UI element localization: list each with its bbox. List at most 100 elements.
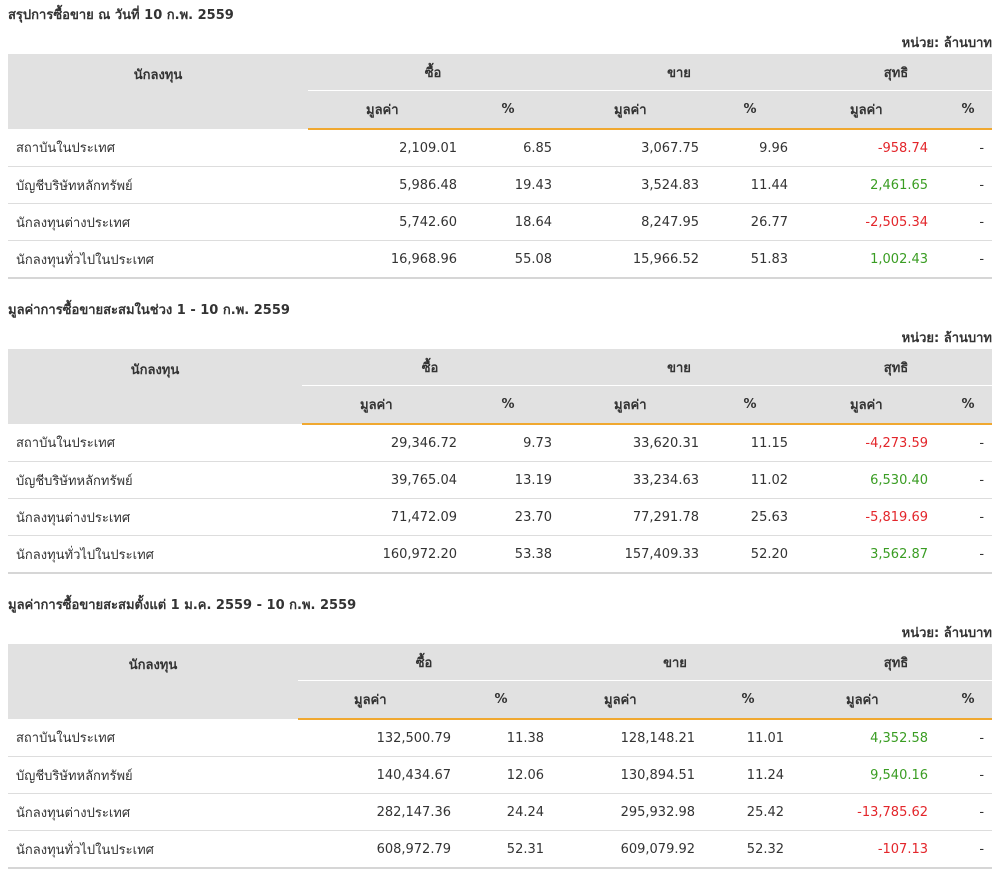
header-buy-percent: % — [452, 680, 551, 720]
net-value: 9,540.16 — [800, 756, 945, 794]
investor-name: นักลงทุนทั่วไปในประเทศ — [8, 830, 298, 869]
net-percent: - — [944, 129, 993, 167]
net-value: 3,562.87 — [800, 535, 945, 574]
table-row: นักลงทุนต่างประเทศ 5,742.60 18.64 8,247.… — [8, 203, 993, 241]
table-row: สถาบันในประเทศ 2,109.01 6.85 3,067.75 9.… — [8, 129, 993, 167]
sell-value: 609,079.92 — [550, 830, 697, 869]
sell-percent: 11.24 — [696, 756, 801, 794]
net-percent: - — [944, 498, 993, 536]
header-buy: ซื้อ — [308, 54, 559, 91]
buy-value: 282,147.36 — [298, 793, 452, 831]
sell-percent: 51.83 — [700, 240, 801, 279]
sell-value: 157,409.33 — [558, 535, 701, 574]
buy-percent: 12.06 — [452, 756, 551, 794]
header-net: สุทธิ — [800, 54, 993, 91]
investor-name: นักลงทุนต่างประเทศ — [8, 498, 302, 536]
page: สรุปการซื้อขาย ณ วันที่ 10 ก.พ. 2559 หน่… — [0, 6, 1000, 869]
buy-percent: 52.31 — [452, 830, 551, 869]
net-value: 6,530.40 — [800, 461, 945, 499]
buy-value: 5,986.48 — [308, 166, 458, 204]
net-percent: - — [944, 424, 993, 462]
investor-name: บัญชีบริษัทหลักทรัพย์ — [8, 166, 308, 204]
header-net: สุทธิ — [800, 349, 993, 386]
table-row: นักลงทุนต่างประเทศ 71,472.09 23.70 77,29… — [8, 498, 993, 536]
section-title: มูลค่าการซื้อขายสะสมตั้งแต่ 1 ม.ค. 2559 … — [8, 598, 357, 613]
buy-percent: 9.73 — [458, 424, 559, 462]
section-title: สรุปการซื้อขาย ณ วันที่ 10 ก.พ. 2559 — [8, 8, 234, 23]
table-row: นักลงทุนทั่วไปในประเทศ 608,972.79 52.31 … — [8, 830, 993, 869]
investor-name: สถาบันในประเทศ — [8, 129, 308, 167]
table-row: นักลงทุนต่างประเทศ 282,147.36 24.24 295,… — [8, 793, 993, 831]
buy-percent: 19.43 — [458, 166, 559, 204]
header-sell: ขาย — [550, 644, 801, 681]
investor-name: นักลงทุนต่างประเทศ — [8, 793, 298, 831]
header-sell-value: มูลค่า — [558, 385, 701, 425]
section-title: มูลค่าการซื้อขายสะสมในช่วง 1 - 10 ก.พ. 2… — [8, 303, 290, 318]
sell-percent: 11.15 — [700, 424, 801, 462]
net-value: 2,461.65 — [800, 166, 945, 204]
sell-percent: 25.42 — [696, 793, 801, 831]
buy-percent: 13.19 — [458, 461, 559, 499]
sell-percent: 52.32 — [696, 830, 801, 869]
sell-percent: 25.63 — [700, 498, 801, 536]
buy-value: 5,742.60 — [308, 203, 458, 241]
buy-percent: 24.24 — [452, 793, 551, 831]
header-buy-percent: % — [458, 90, 559, 130]
buy-percent: 55.08 — [458, 240, 559, 279]
buy-value: 160,972.20 — [302, 535, 458, 574]
buy-percent: 6.85 — [458, 129, 559, 167]
table-row: บัญชีบริษัทหลักทรัพย์ 5,986.48 19.43 3,5… — [8, 166, 993, 204]
buy-value: 16,968.96 — [308, 240, 458, 279]
net-percent: - — [944, 719, 993, 757]
buy-value: 71,472.09 — [302, 498, 458, 536]
buy-value: 29,346.72 — [302, 424, 458, 462]
net-percent: - — [944, 166, 993, 204]
buy-percent: 23.70 — [458, 498, 559, 536]
sell-value: 33,234.63 — [558, 461, 701, 499]
header-sell-value: มูลค่า — [550, 680, 697, 720]
header-sell-percent: % — [700, 90, 801, 130]
net-value: -958.74 — [800, 129, 945, 167]
buy-percent: 11.38 — [452, 719, 551, 757]
sell-value: 8,247.95 — [558, 203, 701, 241]
header-sell-percent: % — [700, 385, 801, 425]
net-value: -2,505.34 — [800, 203, 945, 241]
table-row: สถาบันในประเทศ 29,346.72 9.73 33,620.31 … — [8, 424, 993, 462]
net-value: -13,785.62 — [800, 793, 945, 831]
section-month-to-date: มูลค่าการซื้อขายสะสมในช่วง 1 - 10 ก.พ. 2… — [8, 301, 993, 574]
sell-value: 128,148.21 — [550, 719, 697, 757]
sell-percent: 11.02 — [700, 461, 801, 499]
sell-percent: 11.01 — [696, 719, 801, 757]
net-percent: - — [944, 756, 993, 794]
buy-value: 140,434.67 — [298, 756, 452, 794]
header-buy-value: มูลค่า — [308, 90, 458, 130]
sell-percent: 9.96 — [700, 129, 801, 167]
investor-name: นักลงทุนทั่วไปในประเทศ — [8, 535, 302, 574]
sell-value: 295,932.98 — [550, 793, 697, 831]
net-value: -5,819.69 — [800, 498, 945, 536]
sell-value: 3,524.83 — [558, 166, 701, 204]
summary-table: นักลงทุน ซื้อ ขาย สุทธิ มูลค่า % มูลค่า … — [8, 54, 993, 279]
net-percent: - — [944, 203, 993, 241]
summary-table: นักลงทุน ซื้อ ขาย สุทธิ มูลค่า % มูลค่า … — [8, 644, 993, 869]
header-buy: ซื้อ — [302, 349, 559, 386]
investor-name: บัญชีบริษัทหลักทรัพย์ — [8, 756, 298, 794]
sell-percent: 26.77 — [700, 203, 801, 241]
header-buy-value: มูลค่า — [302, 385, 458, 425]
header-net-percent: % — [944, 680, 993, 720]
header-buy-percent: % — [458, 385, 559, 425]
buy-percent: 53.38 — [458, 535, 559, 574]
summary-table: นักลงทุน ซื้อ ขาย สุทธิ มูลค่า % มูลค่า … — [8, 349, 993, 574]
net-value: -4,273.59 — [800, 424, 945, 462]
sell-value: 33,620.31 — [558, 424, 701, 462]
header-buy-value: มูลค่า — [298, 680, 452, 720]
table-row: นักลงทุนทั่วไปในประเทศ 160,972.20 53.38 … — [8, 535, 993, 574]
header-net-percent: % — [944, 90, 993, 130]
section-year-to-date: มูลค่าการซื้อขายสะสมตั้งแต่ 1 ม.ค. 2559 … — [8, 596, 993, 869]
buy-percent: 18.64 — [458, 203, 559, 241]
buy-value: 2,109.01 — [308, 129, 458, 167]
header-sell-percent: % — [696, 680, 801, 720]
unit-label: หน่วย: ล้านบาท — [901, 331, 992, 346]
header-sell: ขาย — [558, 54, 801, 91]
header-sell-value: มูลค่า — [558, 90, 701, 130]
